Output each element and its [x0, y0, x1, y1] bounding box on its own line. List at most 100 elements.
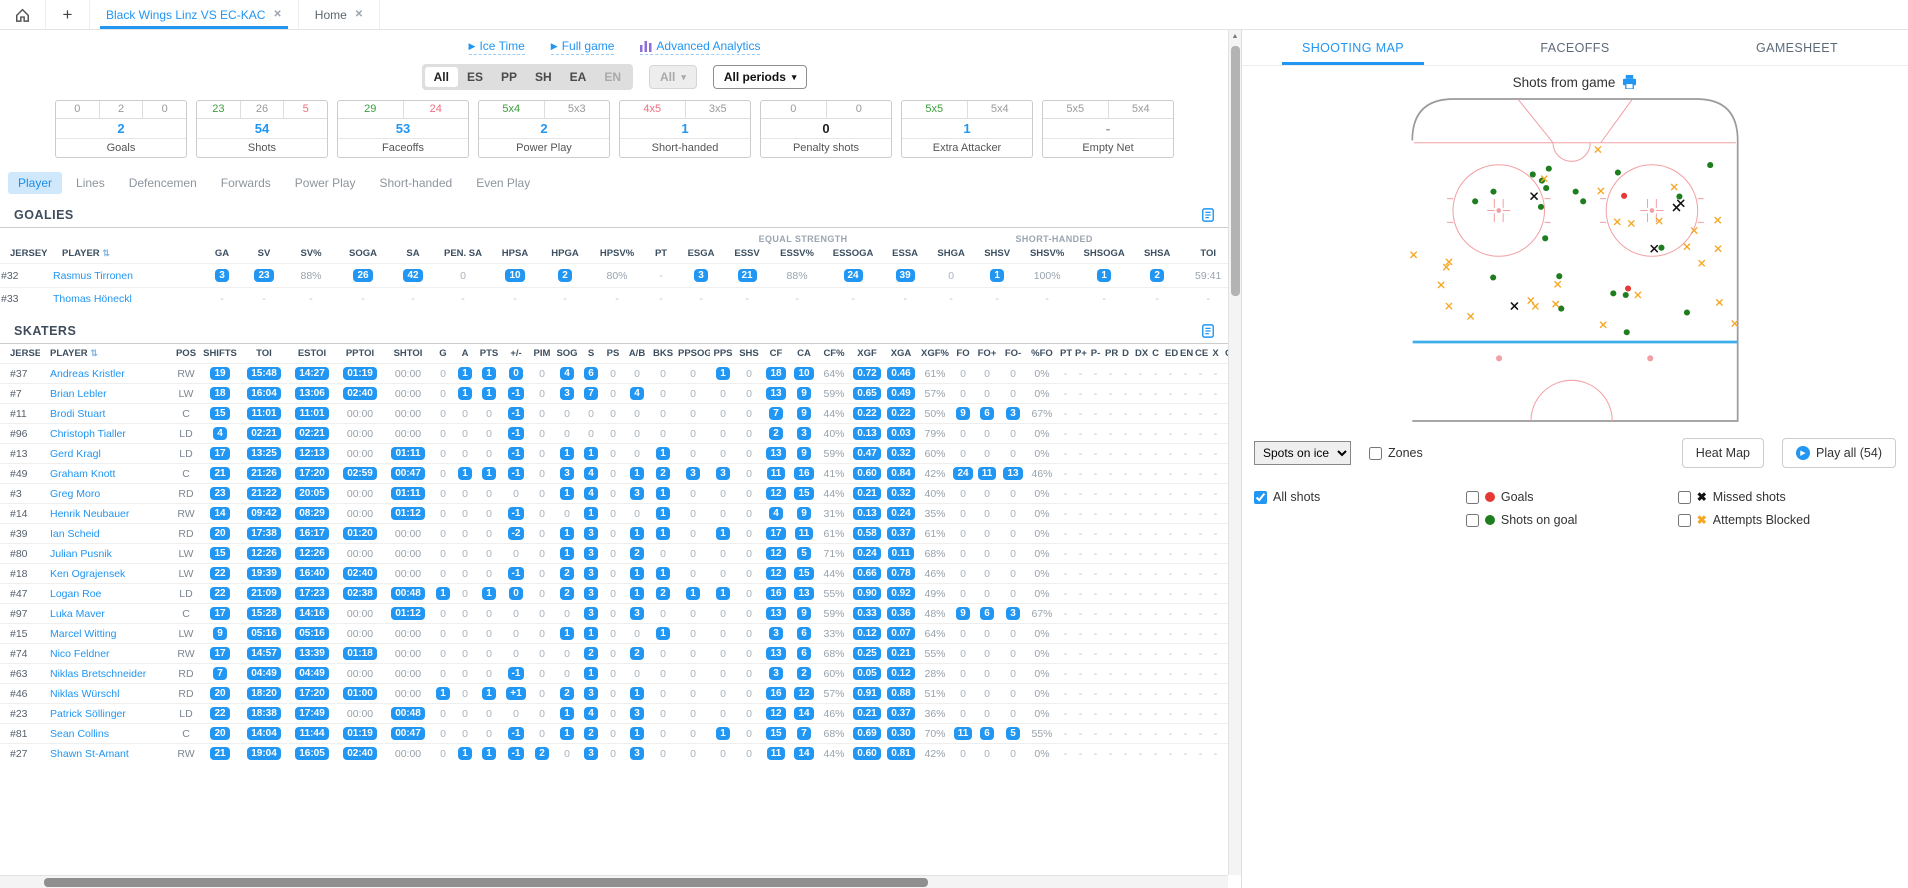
column-header-essv[interactable]: ESSV — [734, 248, 760, 259]
shot-on-goal-marker[interactable] — [1556, 273, 1563, 280]
sort-icon[interactable]: ⇅ — [90, 348, 98, 358]
blocked-shot-marker[interactable] — [1527, 297, 1535, 304]
tab-faceoffs[interactable]: FACEOFFS — [1540, 40, 1610, 55]
zones-checkbox[interactable]: Zones — [1369, 446, 1423, 460]
player-name-link[interactable]: Brian Lebler — [40, 383, 172, 404]
subtab-power-play[interactable]: Power Play — [294, 176, 356, 190]
strength-option-es[interactable]: ES — [466, 70, 483, 84]
column-header-cf[interactable]: CF% — [823, 348, 845, 359]
column-header-a[interactable]: A — [461, 348, 469, 359]
player-name-link[interactable]: Graham Knott — [40, 463, 172, 484]
player-name-link[interactable]: Rasmus Tirronen — [52, 263, 202, 288]
shot-on-goal-marker[interactable] — [1545, 165, 1552, 172]
player-name-link[interactable]: Patrick Söllinger — [40, 703, 172, 724]
column-header-pim[interactable]: PIM — [533, 348, 551, 359]
blocked-shot-marker[interactable] — [1437, 281, 1445, 289]
player-name-link[interactable]: Brodi Stuart — [40, 403, 172, 424]
blocked-shot-marker[interactable] — [1714, 216, 1722, 224]
vertical-scrollbar[interactable]: ▲ — [1228, 30, 1241, 875]
blocked-shot-marker[interactable] — [1552, 300, 1560, 308]
subtab-defencemen[interactable]: Defencemen — [128, 176, 197, 190]
column-header-hpga[interactable]: HPGA — [551, 248, 579, 259]
tab-game[interactable]: Black Wings Linz VS EC-KAC ✕ — [90, 0, 299, 29]
column-header-pptoi[interactable]: PPTOI — [345, 348, 375, 359]
blocked-shot-marker[interactable] — [1599, 321, 1607, 329]
column-header-ppsog[interactable]: PPSOG — [678, 348, 710, 359]
player-name-link[interactable]: Nico Feldner — [40, 643, 172, 664]
goal-marker[interactable] — [1624, 285, 1632, 292]
column-header-p[interactable]: P- — [1090, 348, 1101, 359]
tab-home[interactable]: Home ✕ — [299, 0, 381, 29]
blocked-shot-marker[interactable] — [1698, 259, 1706, 267]
blocked-shot-marker[interactable] — [1683, 243, 1691, 251]
full-game-link[interactable]: ▶ Full game — [550, 39, 615, 55]
export-table-icon[interactable] — [1201, 208, 1215, 222]
column-header-p[interactable]: P+ — [1075, 348, 1087, 359]
all-shots-checkbox[interactable]: All shots — [1254, 490, 1466, 504]
blocked-shot-marker[interactable] — [1594, 146, 1602, 153]
column-header-pr[interactable]: PR — [1105, 348, 1118, 359]
column-header-pps[interactable]: PPS — [713, 348, 733, 359]
player-name-link[interactable]: Ken Ograjensek — [40, 563, 172, 584]
blocked-shot-marker[interactable] — [1540, 175, 1548, 183]
column-header-en[interactable]: EN — [1180, 348, 1193, 359]
scrollbar-thumb[interactable] — [1231, 46, 1240, 296]
column-header-hpsa[interactable]: HPSA — [501, 248, 529, 259]
column-header-sog[interactable]: SOG — [556, 348, 578, 359]
column-header-sv[interactable]: SV% — [300, 248, 322, 259]
column-header-sa[interactable]: SA — [406, 248, 420, 259]
column-header-d[interactable]: D — [1122, 348, 1129, 359]
blocked-shot-marker[interactable] — [1531, 302, 1539, 310]
blocked-shot-marker[interactable] — [1554, 280, 1562, 288]
column-header-[interactable]: +/- — [510, 348, 522, 359]
strength-option-en[interactable]: EN — [604, 70, 621, 84]
column-header-ca[interactable]: CA — [797, 348, 811, 359]
column-header-toi[interactable]: TOI — [1200, 248, 1217, 259]
subtab-short-handed[interactable]: Short-handed — [379, 176, 453, 190]
column-header-essa[interactable]: ESSA — [892, 248, 919, 259]
blocked-shot-marker[interactable] — [1613, 218, 1621, 226]
shot-on-goal-marker[interactable] — [1490, 274, 1497, 281]
player-name-link[interactable]: Julian Pusnik — [40, 543, 172, 564]
column-header-estoi[interactable]: ESTOI — [297, 348, 327, 359]
attempts-blocked-checkbox[interactable]: ✖ Attempts Blocked — [1677, 513, 1890, 527]
column-header-shifts[interactable]: SHIFTS — [203, 348, 237, 359]
player-name-link[interactable]: Greg Moro — [40, 483, 172, 504]
shot-on-goal-marker[interactable] — [1610, 290, 1617, 297]
column-header-esga[interactable]: ESGA — [687, 248, 715, 259]
column-header-pts[interactable]: PTS — [479, 348, 499, 359]
shot-on-goal-marker[interactable] — [1542, 235, 1549, 242]
player-name-link[interactable]: Gerd Kragl — [40, 443, 172, 464]
tab-gamesheet[interactable]: GAMESHEET — [1755, 40, 1839, 55]
shot-on-goal-marker[interactable] — [1572, 188, 1579, 195]
close-tab-icon[interactable]: ✕ — [273, 9, 282, 20]
goal-marker[interactable] — [1621, 192, 1628, 199]
advanced-analytics-link[interactable]: Advanced Analytics — [640, 39, 761, 55]
display-mode-select[interactable]: Spots on ice — [1254, 441, 1351, 465]
shot-on-goal-marker[interactable] — [1543, 185, 1550, 192]
shot-on-goal-marker[interactable] — [1623, 329, 1630, 336]
shot-on-goal-marker[interactable] — [1580, 198, 1587, 205]
column-header-pen-sa[interactable]: PEN. SA — [443, 248, 482, 259]
column-header-cf[interactable]: CF — [769, 348, 783, 359]
shot-on-goal-marker[interactable] — [1622, 291, 1629, 299]
missed-shot-marker[interactable] — [1650, 244, 1659, 253]
shot-on-goal-marker[interactable] — [1529, 171, 1536, 178]
shot-on-goal-marker[interactable] — [1490, 188, 1497, 195]
column-header-pos[interactable]: POS — [175, 348, 197, 359]
column-header-shtoi[interactable]: SHTOI — [393, 348, 423, 359]
shot-on-goal-marker[interactable] — [1558, 305, 1565, 312]
scrollbar-thumb[interactable] — [44, 878, 929, 887]
column-header-jersey[interactable]: JERSEY — [10, 348, 40, 359]
column-header-a-b[interactable]: A/B — [628, 348, 646, 359]
column-header-bks[interactable]: BKS — [652, 348, 674, 359]
missed-shot-marker[interactable] — [1676, 199, 1685, 208]
blocked-shot-marker[interactable] — [1670, 183, 1678, 191]
strength-option-all[interactable]: All — [424, 67, 458, 87]
column-header-essv[interactable]: ESSV% — [780, 248, 814, 259]
shot-on-goal-marker[interactable] — [1614, 169, 1621, 176]
column-header-pt[interactable]: PT — [1060, 348, 1073, 359]
player-name-link[interactable]: Henrik Neubauer — [40, 503, 172, 524]
column-header-shs[interactable]: SHS — [739, 348, 759, 359]
blocked-shot-marker[interactable] — [1442, 263, 1450, 271]
